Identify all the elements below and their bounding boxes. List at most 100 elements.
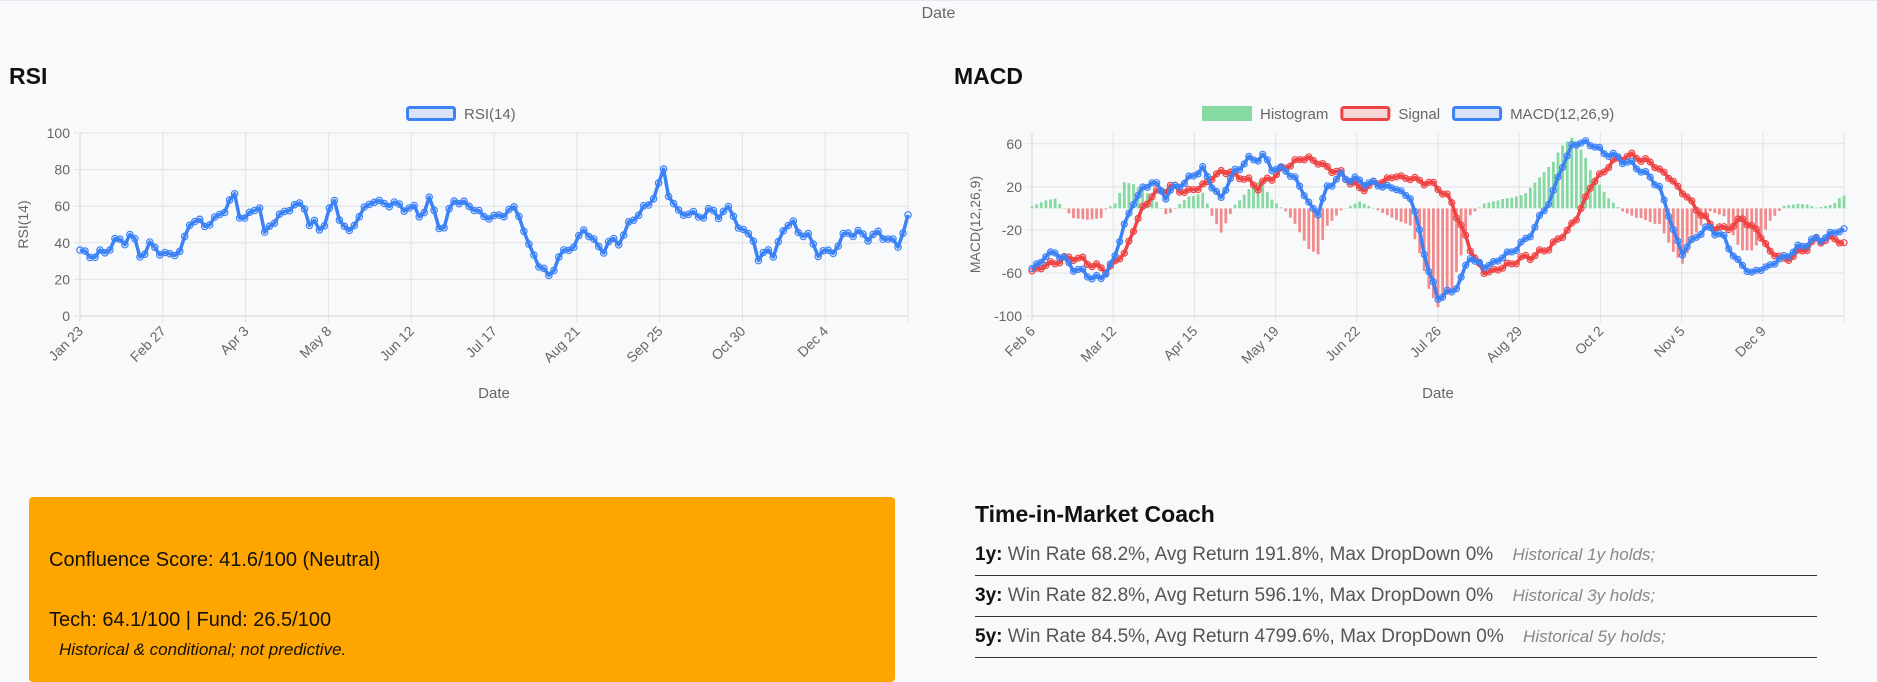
data-point bbox=[540, 264, 548, 273]
data-point bbox=[1120, 249, 1128, 257]
histogram-bar bbox=[1178, 204, 1182, 209]
data-point bbox=[1475, 258, 1484, 266]
data-point bbox=[554, 253, 563, 261]
data-point bbox=[1568, 140, 1576, 149]
data-point bbox=[709, 206, 718, 215]
data-point bbox=[1780, 251, 1788, 260]
data-point bbox=[1531, 252, 1539, 260]
y-tick-label: 60 bbox=[1006, 136, 1022, 152]
data-point bbox=[1517, 238, 1525, 246]
data-point bbox=[1494, 266, 1502, 274]
histogram-bar bbox=[1773, 208, 1777, 216]
histogram-bar bbox=[1155, 201, 1158, 209]
histogram-bar bbox=[1127, 183, 1131, 209]
histogram-bar bbox=[1718, 208, 1721, 215]
histogram-bar bbox=[1035, 204, 1038, 209]
data-point bbox=[1734, 215, 1742, 223]
data-point bbox=[1319, 194, 1327, 203]
data-point bbox=[355, 212, 364, 221]
x-tick-label: Apr 15 bbox=[1160, 323, 1201, 364]
data-point bbox=[1079, 253, 1087, 261]
data-point bbox=[415, 213, 424, 221]
data-point bbox=[634, 211, 643, 220]
histogram-bar bbox=[1510, 197, 1514, 209]
data-point bbox=[470, 206, 478, 215]
data-point bbox=[1729, 222, 1737, 230]
data-point bbox=[1752, 225, 1760, 233]
histogram-bar bbox=[1473, 208, 1477, 212]
histogram-bar bbox=[1076, 208, 1080, 219]
data-point bbox=[1701, 223, 1710, 231]
data-point bbox=[1337, 169, 1345, 177]
histogram-bar bbox=[1113, 203, 1117, 209]
data-point bbox=[1545, 200, 1553, 208]
data-point bbox=[171, 251, 179, 260]
data-point bbox=[1332, 167, 1341, 175]
data-point bbox=[1379, 183, 1387, 191]
data-point bbox=[1217, 193, 1225, 202]
histogram-bar bbox=[1090, 208, 1094, 220]
data-point bbox=[290, 200, 299, 209]
histogram-bar bbox=[1399, 208, 1403, 222]
x-tick-label: May 19 bbox=[1238, 323, 1282, 367]
data-point bbox=[1314, 160, 1322, 168]
data-point bbox=[1028, 265, 1036, 273]
histogram-bar bbox=[1298, 208, 1301, 233]
data-point bbox=[91, 253, 99, 262]
data-point bbox=[330, 196, 339, 205]
data-point bbox=[485, 215, 493, 223]
data-point bbox=[899, 229, 907, 238]
histogram-bar bbox=[1335, 208, 1338, 216]
gridlines bbox=[74, 132, 909, 322]
data-point bbox=[495, 211, 503, 219]
data-point bbox=[744, 229, 753, 238]
histogram-bar bbox=[1219, 208, 1223, 233]
histogram-bar bbox=[1289, 208, 1292, 218]
data-point bbox=[270, 219, 279, 228]
data-point bbox=[1522, 234, 1530, 242]
legend-label: MACD(12,26,9) bbox=[1510, 106, 1614, 123]
data-point bbox=[1784, 253, 1793, 261]
data-point bbox=[879, 235, 887, 243]
data-point bbox=[1051, 260, 1059, 268]
histogram-bar bbox=[1192, 196, 1195, 209]
histogram-bar bbox=[1648, 208, 1652, 222]
data-point bbox=[1646, 158, 1654, 166]
data-point bbox=[435, 224, 443, 233]
histogram-bar bbox=[1109, 206, 1112, 209]
data-point bbox=[1392, 173, 1401, 181]
data-point bbox=[1669, 177, 1677, 185]
data-point bbox=[1425, 178, 1433, 186]
data-point bbox=[609, 234, 618, 243]
confluence-score-card: Confluence Score: 41.6/100 (Neutral) Tec… bbox=[29, 497, 895, 682]
data-point bbox=[225, 196, 234, 204]
data-point bbox=[1162, 195, 1170, 203]
data-point bbox=[704, 204, 713, 213]
data-point bbox=[1309, 156, 1317, 165]
data-point bbox=[739, 225, 748, 234]
data-point bbox=[1291, 173, 1299, 181]
coach-row-metrics: Win Rate 68.2%, Avg Return 191.8%, Max D… bbox=[1007, 544, 1494, 565]
histogram-bar bbox=[1801, 204, 1804, 209]
data-point bbox=[1632, 165, 1641, 173]
x-tick-label: Nov 5 bbox=[1651, 323, 1688, 360]
data-point bbox=[1116, 255, 1124, 263]
data-point bbox=[1586, 184, 1594, 192]
data-point bbox=[76, 246, 84, 254]
histogram-bar bbox=[1575, 141, 1578, 209]
histogram-bar bbox=[1450, 208, 1454, 289]
data-point bbox=[1835, 239, 1844, 247]
data-point bbox=[1046, 248, 1055, 256]
histogram-bar bbox=[1764, 208, 1767, 230]
data-point bbox=[1065, 259, 1073, 267]
data-point bbox=[1323, 162, 1331, 171]
data-point bbox=[1840, 239, 1848, 247]
histogram-bar bbox=[1635, 208, 1638, 218]
data-point bbox=[295, 199, 304, 207]
data-point bbox=[1443, 286, 1451, 294]
data-point bbox=[1097, 264, 1105, 272]
data-point bbox=[639, 202, 648, 210]
x-axis-title: Date bbox=[478, 385, 510, 402]
top-divider bbox=[0, 0, 1877, 1]
histogram-bar bbox=[1644, 208, 1647, 220]
